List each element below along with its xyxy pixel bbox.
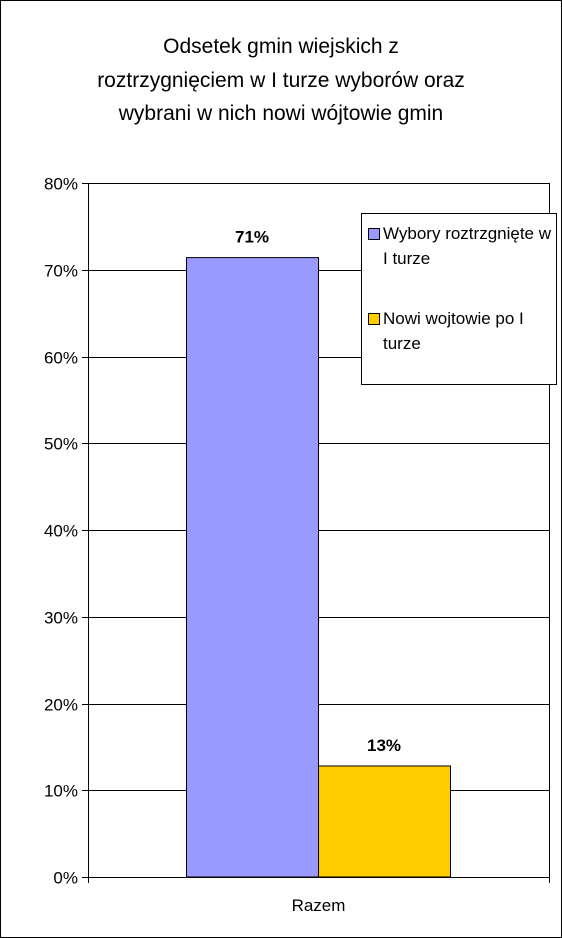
chart-title-line-1: Odsetek gmin wiejskich z [163,35,399,58]
chart-title-line-2: roztrzygnięciem w I turze wyborów oraz [97,69,465,92]
y-tick-label-10: 10% [44,782,78,801]
legend-label-series-2: Nowi wojtowie po I turze [383,309,524,353]
y-tick-label-50: 50% [44,435,78,454]
bar-1 [186,257,319,878]
y-tick-label-70: 70% [44,262,78,281]
legend-label-series-1: Wybory roztrzgnięte w I turze [383,224,552,268]
legend-swatch-series-2 [368,313,380,325]
y-tick-label-30: 30% [44,609,78,628]
x-category-label-1: Razem [292,896,346,915]
y-tick-label-20: 20% [44,696,78,715]
legend-swatch-series-1 [368,228,380,240]
y-tick-label-40: 40% [44,522,78,541]
y-tick-label-80: 80% [44,175,78,194]
data-label-1: 71% [235,228,269,247]
bar-2 [318,765,451,878]
chart-legend: Wybory roztrzgnięte w I turze Nowi wojto… [361,213,557,385]
y-tick-label-0: 0% [53,869,78,888]
chart-title-line-3: wybrani w nich nowi wójtowie gmin [118,102,444,125]
data-label-2: 13% [367,736,401,755]
y-tick-label-60: 60% [44,349,78,368]
